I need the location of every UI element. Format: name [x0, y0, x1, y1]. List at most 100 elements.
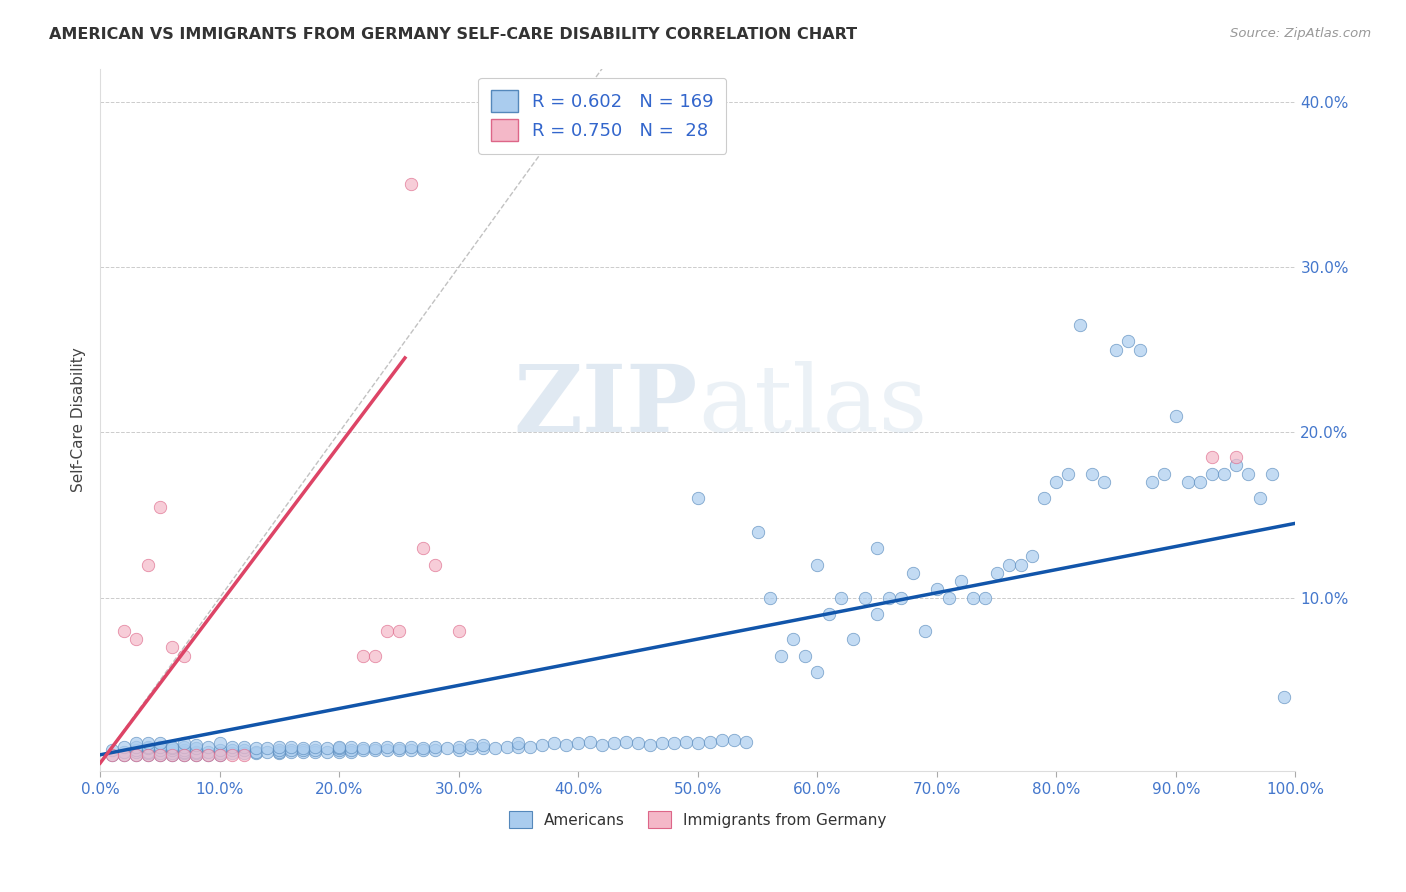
Point	[208, 747, 231, 762]
Point	[232, 743, 254, 757]
Point	[1105, 343, 1128, 357]
Point	[160, 743, 183, 757]
Point	[1177, 475, 1199, 489]
Point	[1201, 450, 1223, 464]
Point	[866, 541, 889, 555]
Point	[125, 739, 148, 754]
Point	[112, 624, 135, 638]
Point	[890, 591, 912, 605]
Point	[1272, 690, 1295, 704]
Point	[423, 743, 446, 757]
Point	[208, 746, 231, 760]
Point	[173, 648, 195, 663]
Point	[388, 624, 411, 638]
Point	[364, 743, 387, 757]
Text: Source: ZipAtlas.com: Source: ZipAtlas.com	[1230, 27, 1371, 40]
Point	[471, 738, 494, 752]
Point	[101, 743, 124, 757]
Point	[651, 736, 673, 750]
Point	[423, 739, 446, 754]
Point	[125, 747, 148, 762]
Point	[208, 743, 231, 757]
Point	[747, 524, 769, 539]
Point	[340, 745, 363, 759]
Point	[269, 743, 291, 757]
Point	[399, 178, 422, 192]
Point	[1116, 334, 1139, 349]
Point	[1057, 467, 1080, 481]
Point	[125, 747, 148, 762]
Point	[1153, 467, 1175, 481]
Point	[758, 591, 780, 605]
Point	[710, 733, 733, 747]
Point	[1129, 343, 1152, 357]
Point	[136, 739, 159, 754]
Point	[269, 739, 291, 754]
Point	[245, 741, 267, 756]
Point	[1021, 549, 1043, 564]
Point	[256, 745, 278, 759]
Point	[579, 734, 602, 748]
Point	[399, 739, 422, 754]
Point	[842, 632, 865, 646]
Point	[328, 745, 350, 759]
Point	[770, 648, 793, 663]
Point	[686, 491, 709, 506]
Point	[806, 558, 828, 572]
Point	[949, 574, 972, 589]
Point	[866, 607, 889, 622]
Point	[125, 736, 148, 750]
Point	[328, 743, 350, 757]
Point	[901, 566, 924, 580]
Point	[208, 747, 231, 762]
Point	[112, 745, 135, 759]
Point	[1069, 318, 1091, 332]
Point	[280, 743, 302, 757]
Point	[723, 733, 745, 747]
Point	[508, 736, 530, 750]
Point	[125, 632, 148, 646]
Point	[292, 745, 315, 759]
Point	[221, 747, 243, 762]
Point	[280, 745, 302, 759]
Point	[853, 591, 876, 605]
Point	[149, 736, 172, 750]
Point	[484, 741, 506, 756]
Point	[388, 741, 411, 756]
Point	[136, 745, 159, 759]
Point	[221, 739, 243, 754]
Point	[1092, 475, 1115, 489]
Point	[460, 738, 482, 752]
Point	[364, 741, 387, 756]
Point	[173, 743, 195, 757]
Point	[173, 739, 195, 754]
Point	[112, 747, 135, 762]
Point	[136, 558, 159, 572]
Point	[1212, 467, 1234, 481]
Point	[519, 739, 541, 754]
Point	[149, 746, 172, 760]
Point	[1260, 467, 1282, 481]
Point	[375, 743, 398, 757]
Point	[531, 738, 554, 752]
Point	[508, 739, 530, 754]
Point	[495, 739, 517, 754]
Point	[782, 632, 804, 646]
Point	[399, 743, 422, 757]
Point	[280, 739, 302, 754]
Text: AMERICAN VS IMMIGRANTS FROM GERMANY SELF-CARE DISABILITY CORRELATION CHART: AMERICAN VS IMMIGRANTS FROM GERMANY SELF…	[49, 27, 858, 42]
Point	[269, 746, 291, 760]
Point	[412, 741, 434, 756]
Point	[221, 743, 243, 757]
Point	[938, 591, 960, 605]
Point	[734, 734, 756, 748]
Point	[197, 747, 219, 762]
Point	[543, 736, 565, 750]
Point	[245, 745, 267, 759]
Point	[328, 739, 350, 754]
Point	[112, 747, 135, 762]
Point	[447, 739, 470, 754]
Point	[292, 741, 315, 756]
Point	[1225, 458, 1247, 473]
Point	[184, 738, 207, 752]
